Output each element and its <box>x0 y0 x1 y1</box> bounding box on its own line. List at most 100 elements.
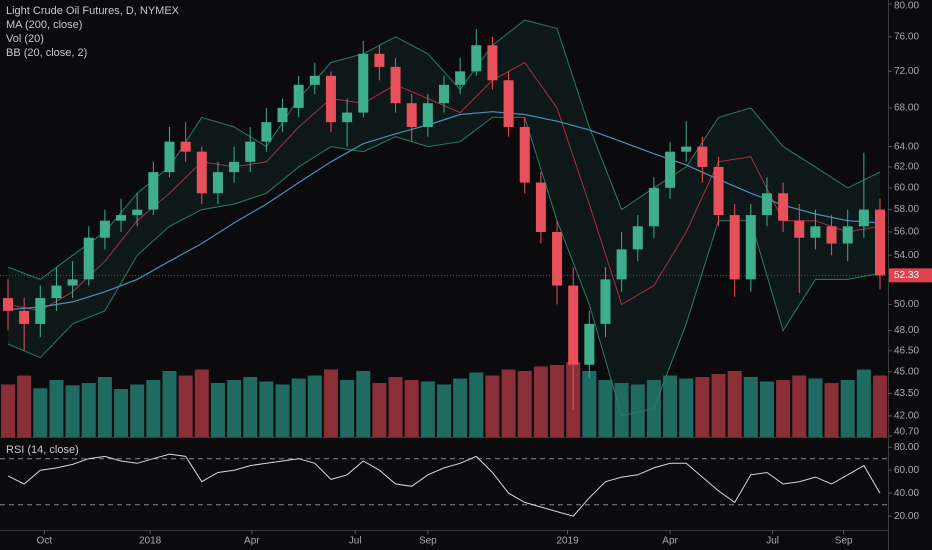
candle-body <box>713 166 724 216</box>
volume-bar <box>227 380 242 437</box>
last-price-label: 52.33 <box>894 270 919 281</box>
candle-body <box>342 112 353 123</box>
candle-body <box>277 107 288 123</box>
y-tick-label: 60.00 <box>894 183 919 194</box>
candle-body <box>858 209 869 227</box>
candle-body <box>19 310 30 324</box>
candle-body <box>390 66 401 104</box>
candle-body <box>503 80 514 127</box>
x-tick-label: Apr <box>244 536 260 547</box>
candle-body <box>422 103 433 127</box>
y-tick-label: 54.00 <box>894 250 919 261</box>
volume-bar <box>33 388 48 437</box>
candle-body <box>761 193 772 216</box>
volume-bar <box>275 384 290 437</box>
candle-body <box>309 75 320 85</box>
volume-bar <box>517 371 532 437</box>
candle-body <box>875 209 885 276</box>
volume-bar <box>1 384 15 437</box>
volume-bar <box>453 378 468 437</box>
candle-body <box>584 323 595 365</box>
volume-bar <box>824 383 839 437</box>
candle-body <box>455 71 466 85</box>
volume-bar <box>469 372 484 437</box>
volume-bar <box>146 380 161 437</box>
x-tick-label: Sep <box>835 536 853 547</box>
candle-body <box>519 126 530 183</box>
volume-bar <box>420 381 435 437</box>
volume-bar <box>97 377 112 437</box>
y-tick-label: 62.00 <box>894 162 919 173</box>
candle-body <box>665 151 676 188</box>
volume-bar <box>178 375 193 437</box>
candle-body <box>196 151 207 194</box>
volume-bar <box>17 375 32 437</box>
y-tick-label: 56.00 <box>894 227 919 238</box>
y-tick-label: 50.00 <box>894 299 919 310</box>
candle-body <box>616 249 627 280</box>
volume-bar <box>114 389 129 437</box>
candle-body <box>600 279 611 324</box>
candle-body <box>406 103 417 127</box>
y-tick-label: 43.50 <box>894 388 919 399</box>
volume-bar <box>792 375 807 437</box>
bb-fill <box>8 20 880 416</box>
chart-title: Light Crude Oil Futures, D, NYMEX <box>6 5 180 17</box>
candle-body <box>99 220 110 238</box>
volume-bar <box>598 380 613 437</box>
legend-volume: Vol (20) <box>6 33 44 45</box>
x-tick-label: Sep <box>419 536 437 547</box>
candle-body <box>180 141 191 152</box>
volume-bar <box>679 378 694 437</box>
volume-bar <box>356 371 371 437</box>
volume-bar <box>243 377 258 437</box>
candle-body <box>148 172 159 210</box>
volume-bar <box>614 383 629 437</box>
rsi-y-tick-label: 20.00 <box>894 511 919 522</box>
candle-body <box>358 53 369 113</box>
volume-bar <box>808 378 823 437</box>
volume-bar <box>372 383 387 437</box>
candle-body <box>810 226 821 238</box>
candle-body <box>132 209 143 216</box>
volume-bar <box>291 378 306 437</box>
candle-body <box>51 285 62 299</box>
volume-bar <box>759 381 774 437</box>
candle-body <box>648 187 659 227</box>
volume-bar <box>743 377 758 437</box>
y-tick-label: 64.00 <box>894 141 919 152</box>
volume-bar <box>695 377 710 437</box>
y-tick-label: 76.00 <box>894 31 919 42</box>
candle-body <box>632 226 643 250</box>
volume-bar <box>711 374 726 437</box>
candle-body <box>842 226 853 244</box>
volume-bar <box>404 380 419 437</box>
rsi-y-tick-label: 40.00 <box>894 488 919 499</box>
y-tick-label: 40.70 <box>894 427 919 438</box>
volume-bar <box>840 380 855 437</box>
y-tick-label: 72.00 <box>894 66 919 77</box>
y-tick-label: 46.50 <box>894 345 919 356</box>
x-tick-label: Jul <box>766 536 779 547</box>
volume-bar <box>65 385 80 437</box>
last-price-box <box>889 268 932 283</box>
candle-body <box>568 285 579 365</box>
ma-line <box>7 111 881 311</box>
x-tick-label: Oct <box>37 536 53 547</box>
volume-bar <box>663 375 678 437</box>
volume-bar <box>533 366 548 437</box>
candle-body <box>487 45 498 81</box>
volume-bar <box>582 371 597 437</box>
y-tick-label: 45.00 <box>894 366 919 377</box>
candle-body <box>83 237 94 280</box>
candle-body <box>67 279 78 286</box>
volume-bar <box>776 380 791 437</box>
candle-body <box>3 298 13 311</box>
legend-ma: MA (200, close) <box>6 19 82 31</box>
volume-bar <box>49 380 64 437</box>
legend-rsi: RSI (14, close) <box>6 444 79 456</box>
y-tick-label: 42.00 <box>894 411 919 422</box>
candle-body <box>261 122 272 142</box>
volume-bar <box>323 369 338 437</box>
